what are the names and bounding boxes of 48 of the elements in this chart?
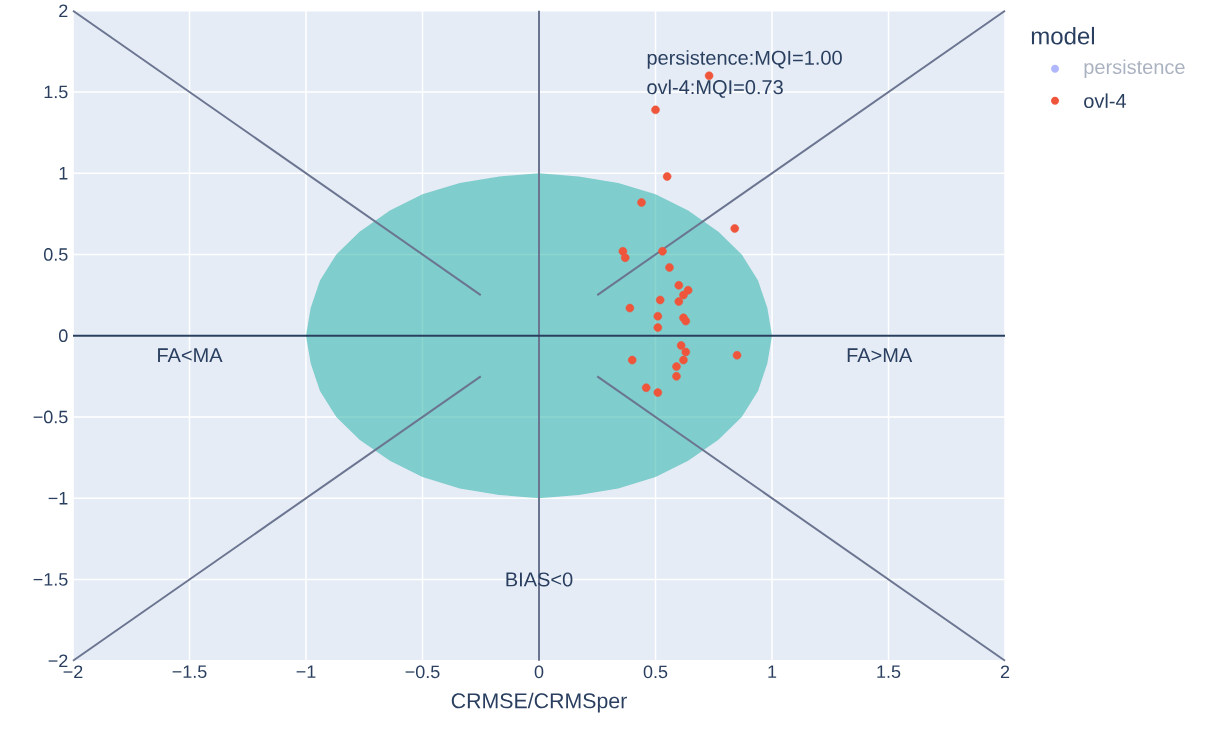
x-tick-label: −1.5 [172,665,207,679]
y-tick-label: −2 [48,654,68,668]
y-tick-label: 2 [59,4,68,18]
point [625,303,635,313]
point [676,341,686,350]
legend-label: ovl-4 [1084,93,1127,109]
y-tick-label: 0.5 [43,248,68,261]
y-tick-label: 0 [58,329,68,343]
x-tick-label: 0.5 [643,665,668,679]
point [681,347,691,357]
x-tick-label: 2 [1000,665,1010,679]
annotation: persistence:MQI=1.00 [647,50,842,69]
y-tick-label: 1.5 [44,85,68,99]
point [662,172,672,181]
legend-title: model [1031,27,1095,45]
x-tick-label: 1.5 [877,665,901,679]
point [651,105,660,115]
point [653,323,663,332]
point [658,247,667,256]
annotation: FA>MA [847,348,913,363]
annotation: FA<MA [158,348,223,363]
point [730,224,739,233]
point [653,388,663,397]
point [679,290,688,300]
point [732,351,742,360]
legend-label: persistence [1084,59,1185,79]
x-tick-label: 0 [534,665,544,679]
point [620,253,630,263]
y-tick-label: 1 [59,167,68,180]
x-tick-label: −0.5 [405,665,440,679]
point [665,263,674,272]
x-tick-label: −1 [296,665,316,678]
point [672,362,681,371]
point [627,355,637,365]
x-axis-title: CRMSE/CRMSper [451,692,627,713]
y-tick-label: −1.5 [33,573,68,586]
y-tick-label: −0.5 [33,410,68,424]
x-tick-label: 1 [768,665,777,678]
y-tick-label: −1 [48,492,68,505]
point [653,312,663,321]
point [641,383,651,393]
point [674,297,684,306]
annotation: ovl-4:MQI=0.73 [647,79,783,98]
point [679,355,688,365]
point [655,295,665,305]
point [637,198,646,207]
point [674,281,684,290]
point [672,372,681,381]
